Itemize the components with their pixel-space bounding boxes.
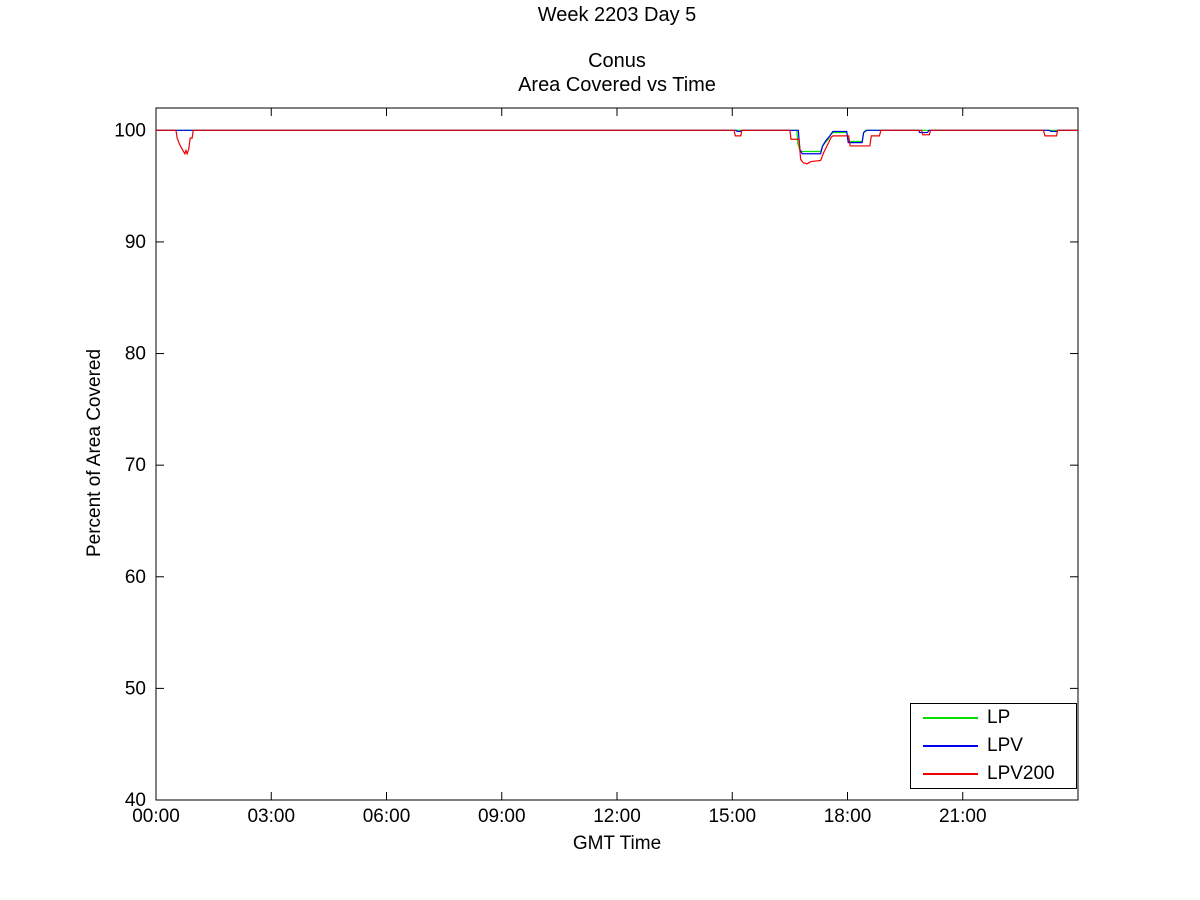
x-tick-label: 15:00 xyxy=(708,806,756,827)
legend-entry: LPV200 xyxy=(911,760,1076,788)
tick-label-layer: 00:00 03:00 06:00 09:00 12:00 15:00 18:00 21:00… xyxy=(114,120,986,827)
x-tick-label: 21:00 xyxy=(939,806,987,827)
series-line-LP xyxy=(156,129,1078,153)
legend-line-sample xyxy=(923,773,978,775)
legend-entry: LP xyxy=(911,704,1076,732)
y-tick-label: 40 xyxy=(125,790,146,811)
legend-line-sample xyxy=(923,717,978,719)
legend-rows: LP LPV LPV200 xyxy=(911,704,1076,788)
x-tick-label: 12:00 xyxy=(593,806,641,827)
axes-title-line1: Conus xyxy=(588,50,646,72)
legend-entry-label: LP xyxy=(987,707,1011,728)
x-axis-label: GMT Time xyxy=(572,833,662,854)
y-tick-label: 100 xyxy=(114,120,146,141)
x-tick-label: 09:00 xyxy=(478,806,526,827)
series-line-LPV xyxy=(156,129,1078,155)
legend-entry-label: LPV xyxy=(987,735,1023,756)
series-layer xyxy=(156,129,1078,165)
y-tick-label: 90 xyxy=(125,232,146,253)
y-tick-label: 50 xyxy=(125,678,146,699)
legend-line-sample xyxy=(923,745,978,747)
y-tick-label: 80 xyxy=(125,344,146,365)
x-tick-label: 18:00 xyxy=(824,806,872,827)
legend: LP LPV LPV200 xyxy=(910,703,1077,789)
axes-title-line2: Area Covered vs Time xyxy=(518,74,716,96)
figure-suptitle: Week 2203 Day 5 xyxy=(537,4,697,26)
x-tick-label: 03:00 xyxy=(247,806,295,827)
axis-layer xyxy=(155,107,1079,801)
y-tick-label: 70 xyxy=(125,455,146,476)
series-line-LPV200 xyxy=(156,129,1078,165)
axes-box xyxy=(155,107,1079,801)
legend-entry: LPV xyxy=(911,732,1076,760)
y-axis-label: Percent of Area Covered xyxy=(84,348,105,558)
y-tick-label: 60 xyxy=(125,567,146,588)
x-tick-label: 00:00 xyxy=(132,806,180,827)
legend-entry-label: LPV200 xyxy=(987,763,1055,784)
x-tick-label: 06:00 xyxy=(363,806,411,827)
